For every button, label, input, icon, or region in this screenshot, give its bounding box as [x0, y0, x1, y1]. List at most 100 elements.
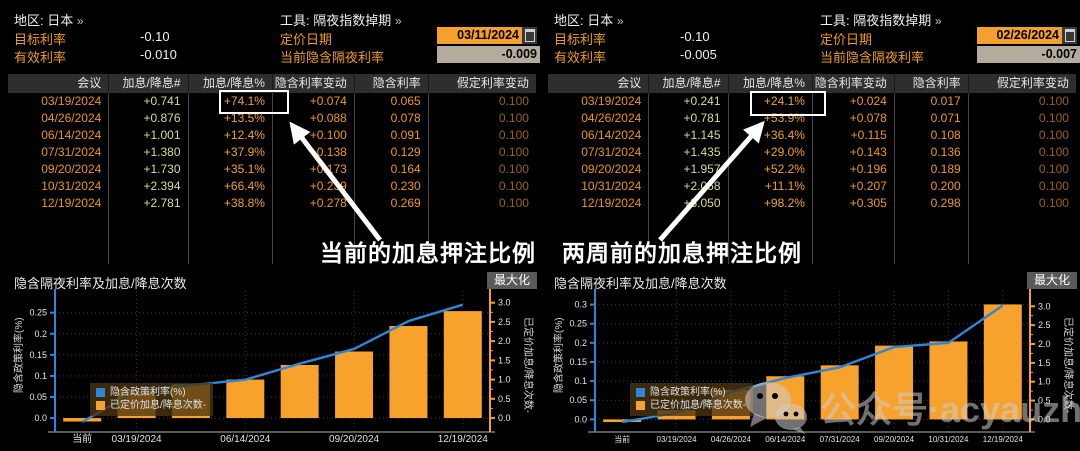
table-filler-cell	[108, 212, 187, 264]
svg-text:0.0: 0.0	[1038, 414, 1051, 424]
maximize-button[interactable]: 最大化	[486, 272, 537, 289]
tool-chevron-link[interactable]: »	[394, 14, 402, 28]
table-filler-cell	[271, 212, 354, 264]
target-rate-value: -0.10	[140, 29, 170, 44]
table-cell: 0.100	[427, 110, 536, 127]
legend-swatch-icon	[96, 388, 105, 397]
region-chevron-link[interactable]: »	[76, 14, 84, 28]
svg-text:07/31/2024: 07/31/2024	[820, 435, 861, 444]
effective-rate-label: 有效利率	[14, 50, 67, 65]
table-cell: +66.4%	[187, 178, 272, 195]
svg-text:0.2: 0.2	[574, 338, 587, 348]
svg-text:2.0: 2.0	[498, 336, 511, 346]
column-header: 加息/降息%	[187, 74, 272, 93]
table-row: 09/20/2024 +1.730 +35.1% +0.173 0.164 0.100	[8, 161, 536, 178]
table-cell: 0.100	[427, 195, 536, 212]
highlight-box	[219, 90, 289, 114]
table-cell: 0.078	[353, 110, 428, 127]
calendar-button[interactable]	[1062, 27, 1077, 44]
table-cell: +52.2%	[727, 161, 812, 178]
table-cell: 07/31/2024	[41, 145, 102, 159]
calendar-button[interactable]	[522, 27, 537, 44]
column-header: 会议	[617, 76, 642, 90]
table-cell: +2.781	[108, 195, 187, 212]
pricing-date-input[interactable]: 02/26/2024	[977, 27, 1062, 44]
calendar-icon	[1064, 29, 1075, 42]
region-chevron-link[interactable]: »	[616, 14, 624, 28]
column-header: 隐含利率	[353, 74, 428, 93]
region-label: 地区:	[554, 13, 584, 28]
table-row: 10/31/2024 +2.068 +11.1% +0.207 0.200 0.100	[548, 178, 1076, 195]
table-cell: +1.145	[648, 127, 727, 144]
table-cell: +0.143	[811, 144, 894, 161]
pricing-date-input[interactable]: 03/11/2024	[437, 27, 522, 44]
table-row: 03/19/2024 +0.741 +74.1% +0.074 0.065 0.100	[8, 93, 536, 110]
legend-swatch-icon	[636, 401, 645, 410]
table-cell: 0.100	[427, 144, 536, 161]
svg-text:12/19/2024: 12/19/2024	[983, 435, 1024, 444]
table-cell: 0.100	[427, 127, 536, 144]
table-cell: 0.017	[893, 93, 968, 110]
region-label: 地区:	[14, 13, 44, 28]
target-rate-value: -0.10	[680, 29, 710, 44]
table-cell: +0.088	[271, 110, 354, 127]
table-row: 09/20/2024 +1.957 +52.2% +0.196 0.189 0.100	[548, 161, 1076, 178]
svg-text:2.0: 2.0	[1038, 339, 1051, 349]
implied-rate-chart: 隐含隔夜利率及加息/降息次数 最大化 隐含政策利率(%) 已定价加息/降息次数-…	[0, 265, 540, 451]
table-cell: +0.100	[271, 127, 354, 144]
svg-text:0.0: 0.0	[498, 413, 511, 423]
legend-swatch-icon	[96, 401, 105, 410]
effective-rate-value: -0.010	[140, 47, 177, 62]
pricing-date-label: 定价日期	[280, 32, 333, 47]
table-cell: 04/26/2024	[41, 111, 102, 125]
svg-text:3.0: 3.0	[1038, 301, 1051, 311]
table-filler-cell	[427, 212, 536, 264]
region-field: 地区: 日本 »	[554, 10, 624, 29]
table-cell: 0.071	[893, 110, 968, 127]
column-header: 加息/降息#	[108, 74, 187, 93]
region-value: 日本	[587, 13, 614, 28]
table-row: 07/31/2024 +1.435 +29.0% +0.143 0.136 0.100	[548, 144, 1076, 161]
table-cell: +0.207	[811, 178, 894, 195]
table-cell: +1.380	[108, 144, 187, 161]
column-header: 隐含利率变动	[811, 74, 894, 93]
column-header: 加息/降息%	[727, 74, 812, 93]
table-cell: +0.305	[811, 195, 894, 212]
svg-text:1.0: 1.0	[498, 375, 511, 385]
table-cell: +0.241	[648, 93, 727, 110]
table-filler-cell	[8, 212, 108, 264]
table-cell: 0.100	[427, 161, 536, 178]
table-cell: 12/19/2024	[581, 196, 642, 210]
svg-text:06/14/2024: 06/14/2024	[765, 435, 806, 444]
table-cell: 0.230	[353, 178, 428, 195]
table-cell: 0.129	[353, 144, 428, 161]
table-row: 12/19/2024 +2.781 +38.8% +0.278 0.269 0.100	[8, 195, 536, 212]
table-cell: 04/26/2024	[581, 111, 642, 125]
chart-legend: 隐含政策利率(%) 已定价加息/降息次数-	[630, 383, 754, 416]
table-cell: 07/31/2024	[581, 145, 642, 159]
legend-item: 隐含政策利率(%)	[96, 386, 206, 399]
svg-text:0.5: 0.5	[1038, 396, 1051, 406]
legend-label: 隐含政策利率(%)	[650, 387, 726, 398]
table-cell: 06/14/2024	[581, 128, 642, 142]
chart-title: 隐含隔夜利率及加息/降息次数	[14, 276, 187, 291]
watermark-text: 公众号·acyauzh	[820, 389, 1080, 430]
column-header: 隐含利率	[893, 74, 968, 93]
table-cell: 0.065	[353, 93, 428, 110]
table-cell: +11.1%	[727, 178, 812, 195]
target-rate-label: 目标利率	[14, 32, 67, 47]
maximize-button[interactable]: 最大化	[1026, 272, 1077, 289]
tool-chevron-link[interactable]: »	[934, 14, 942, 28]
table-cell: +74.1%	[187, 93, 272, 110]
svg-text:0.05: 0.05	[29, 392, 47, 402]
table-cell: 0.100	[967, 93, 1076, 110]
svg-text:3.0: 3.0	[498, 298, 511, 308]
svg-text:09/20/2024: 09/20/2024	[874, 435, 915, 444]
annotation-text: 两周前的加息押注比例	[562, 240, 802, 266]
chart-plot: 0.0 0.05 0.1 0.15 0.2 0.25 0.0 0.5 1.0 1.5 2.0 2.5 3…	[29, 289, 511, 445]
table-cell: +13.5%	[187, 110, 272, 127]
table-cell: +0.138	[271, 144, 354, 161]
table-cell: 0.100	[967, 127, 1076, 144]
svg-text:0.15: 0.15	[29, 350, 47, 360]
svg-text:当前: 当前	[614, 434, 630, 444]
